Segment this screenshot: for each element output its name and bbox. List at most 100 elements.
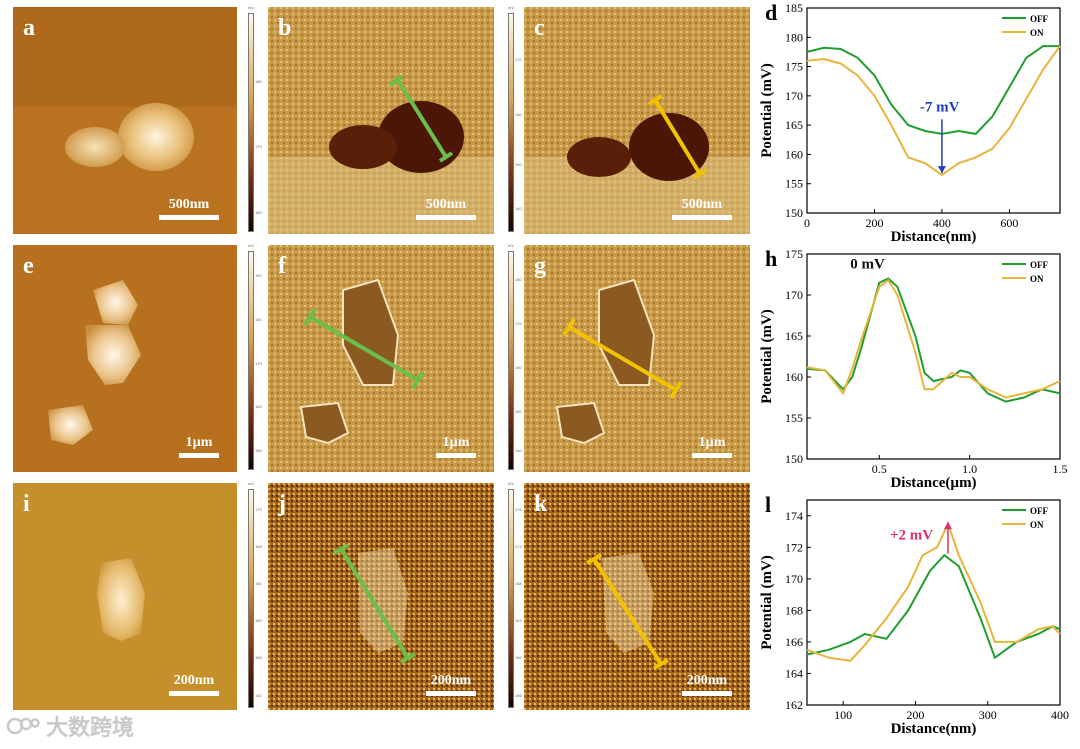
linecut-cap-end	[438, 151, 454, 163]
colorbar: mV 180 170 160	[248, 5, 262, 232]
colorbar-unit: mV	[248, 5, 254, 10]
panel-label: g	[534, 253, 546, 279]
colorbar-ticks: 176 172 168 164 160 156	[515, 489, 525, 708]
linecut-line	[567, 325, 678, 392]
linecut-cap-start	[303, 307, 317, 327]
topography-image	[13, 7, 237, 234]
linecut	[388, 75, 454, 163]
colorbar-ticks: 180 170 160 150 140	[515, 251, 525, 470]
linecut	[586, 553, 669, 670]
linecut	[303, 307, 425, 390]
chart-svg: 150 155 160 165 170 175 180 185 0 200 400 600 Distan…	[759, 0, 1061, 245]
colorbar-tick: 164	[515, 618, 522, 624]
y-tick-label: 165	[785, 329, 803, 343]
x-tick-label: 0.5	[872, 462, 887, 476]
y-tick-label: 185	[785, 1, 803, 15]
colorbar-tick: 160	[255, 404, 262, 410]
y-tick-label: 160	[785, 370, 803, 384]
colorbar-tick: 172	[515, 543, 522, 549]
legend-label: OFF	[1030, 14, 1048, 24]
plot-frame	[806, 253, 1061, 460]
y-tick-label: 174	[785, 509, 803, 523]
y-tick-label: 170	[785, 288, 803, 302]
kpfm-panel-k: k 200nm	[524, 483, 750, 710]
kpfm-panel-j: j 200nm	[268, 483, 494, 710]
y-tick-label: 175	[785, 247, 803, 261]
chart-svg: 162 164 166 168 170 172 174 100 200 300 400 Distanc…	[759, 492, 1069, 737]
y-axis-label: Potential (mV)	[759, 555, 775, 650]
colorbar-gradient	[248, 489, 254, 708]
linecut-cap-end	[692, 168, 708, 180]
y-tick-label: 170	[785, 89, 803, 103]
legend-label: ON	[1030, 28, 1044, 38]
colorbar-tick: 190	[255, 272, 262, 278]
colorbar-tick: 176	[515, 506, 522, 512]
kpfm-panel-c: c 500nm	[524, 7, 750, 234]
scale-bar-label: 1µm	[442, 435, 470, 450]
watermark-logo-icon	[6, 717, 40, 735]
potential-profile-chart-l: 162 164 166 168 170 172 174 100 200 300 400 Distanc…	[755, 486, 1077, 744]
y-tick-label: 160	[785, 147, 803, 161]
colorbar-tick: 156	[255, 655, 262, 661]
colorbar-tick: 152	[255, 692, 262, 698]
plot-frame	[806, 499, 1061, 706]
colorbar-tick: 170	[255, 360, 262, 366]
linecut	[562, 317, 683, 400]
scale-bar: 500nm	[416, 197, 476, 220]
panel-label: a	[23, 15, 35, 41]
panel-label: h	[765, 246, 777, 271]
linecut	[333, 543, 416, 664]
colorbar-tick: 170	[515, 321, 522, 327]
afm-topography-panel-e: e 1µm	[13, 245, 237, 472]
linecut-cap-start	[333, 543, 349, 555]
kpfm-panel-f: f 1µm	[268, 245, 494, 472]
kpfm-panel-b: b 500nm	[268, 7, 494, 234]
x-tick-label: 400	[1051, 708, 1069, 722]
y-tick-label: 150	[785, 206, 803, 220]
x-tick-label: 100	[834, 708, 852, 722]
colorbar-unit: mV	[508, 481, 514, 486]
series-line-on	[806, 45, 1061, 177]
annotation-label: 0 mV	[850, 257, 885, 273]
colorbar-tick: 172	[255, 506, 262, 512]
series-line-on	[806, 521, 1061, 662]
scale-bar-line	[416, 215, 476, 220]
scale-bar-line	[436, 453, 476, 458]
colorbar-ticks: 190 180 170 160 150	[255, 251, 265, 470]
x-tick-label: 200	[865, 216, 883, 230]
annotation-label: +2 mV	[890, 528, 933, 544]
x-tick-label: 400	[933, 216, 951, 230]
y-axis-label: Potential (mV)	[759, 309, 775, 404]
colorbar-tick: 160	[255, 618, 262, 624]
kpfm-image	[524, 245, 750, 472]
scale-bar-label: 200nm	[430, 673, 472, 688]
scale-bar-label: 500nm	[168, 197, 210, 212]
colorbar-tick: 150	[255, 448, 262, 454]
y-tick-label: 155	[785, 177, 803, 191]
linecut-cap-end	[653, 658, 669, 670]
y-tick-label: 170	[785, 572, 803, 586]
scale-bar-label: 1µm	[698, 435, 726, 450]
colorbar-gradient	[508, 489, 514, 708]
colorbar-tick: 160	[515, 364, 522, 370]
colorbar-gradient	[248, 251, 254, 470]
colorbar-gradient	[248, 13, 254, 232]
linecut-cap-end	[411, 370, 425, 390]
colorbar-tick: 140	[515, 448, 522, 454]
panel-label: f	[278, 253, 286, 279]
colorbar-gradient	[508, 13, 514, 232]
x-tick-label: 1.5	[1053, 462, 1068, 476]
linecut	[647, 94, 708, 180]
colorbar-ticks: 172 168 164 160 156 152	[255, 489, 265, 708]
kpfm-image	[524, 483, 750, 710]
afm-topography-panel-i: i 200nm	[13, 483, 237, 710]
linecut-line	[308, 315, 420, 382]
y-tick-label: 172	[785, 540, 803, 554]
watermark-text: 大数跨境	[46, 716, 135, 741]
series-line-off	[806, 277, 1061, 403]
legend-label: OFF	[1030, 260, 1048, 270]
chart-svg: 150 155 160 165 170 175 0.5 1.0 1.5 Distance(µm) P…	[759, 246, 1068, 491]
scale-bar: 1µm	[179, 435, 219, 458]
scale-bar: 200nm	[682, 673, 732, 696]
scale-bar-line	[682, 691, 732, 696]
